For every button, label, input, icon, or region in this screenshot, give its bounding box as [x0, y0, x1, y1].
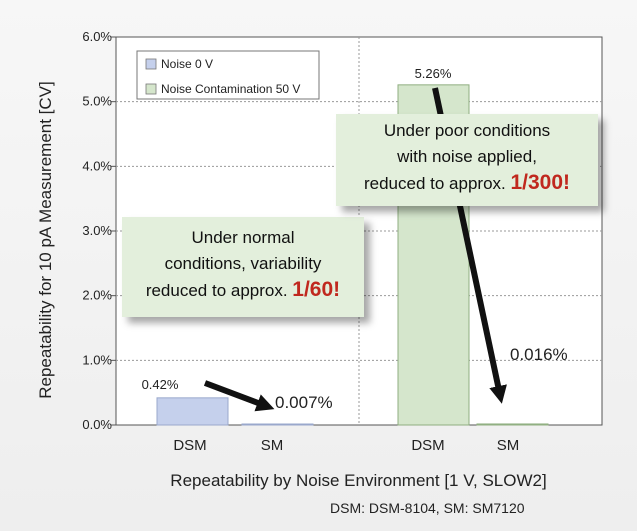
bar-dsm	[156, 397, 229, 426]
bar-value-label: 0.007%	[275, 393, 333, 412]
callout-poor-conditions: Under poor conditions with noise applied…	[336, 114, 598, 206]
x-category-label: SM	[261, 437, 284, 454]
y-tick-label: 1.0%	[82, 352, 112, 367]
legend-swatch	[145, 58, 157, 70]
callout-line: reduced to approx. 1/60!	[122, 277, 364, 304]
legend-entry: Noise 0 V	[161, 57, 213, 71]
bar-sm	[241, 423, 314, 426]
y-axis-title: Repeatability for 10 pA Measurement [CV]	[36, 81, 55, 399]
y-tick-label: 5.0%	[82, 94, 112, 109]
x-category-label: SM	[497, 437, 520, 454]
callout-line: reduced to approx. 1/300!	[336, 170, 598, 197]
callout-text: reduced to approx.	[363, 174, 511, 193]
x-axis-title: Repeatability by Noise Environment [1 V,…	[170, 471, 547, 490]
arrow-normal	[203, 380, 275, 412]
callout-line: Under poor conditions	[383, 121, 551, 140]
x-category-labels: DSM SM DSM SM	[173, 437, 519, 454]
bar-value-label: 5.26%	[415, 66, 452, 81]
legend-swatch	[145, 83, 157, 95]
bar-value-label: 0.42%	[142, 377, 179, 392]
y-tick-label: 4.0%	[82, 158, 112, 173]
bar-value-label: 0.016%	[510, 345, 568, 364]
footnote: DSM: DSM-8104, SM: SM7120	[330, 500, 525, 516]
legend-entry: Noise Contamination 50 V	[161, 82, 300, 96]
callout-line: conditions, variability	[164, 254, 322, 273]
callout-line: Under normal	[191, 228, 295, 247]
x-category-label: DSM	[173, 437, 206, 454]
callout-line: with noise applied,	[397, 147, 537, 166]
y-tick-label: 0.0%	[82, 417, 112, 432]
bar-sm	[476, 423, 549, 426]
y-tick-label: 6.0%	[82, 29, 112, 44]
y-axis-ticks: 0.0% 1.0% 2.0% 3.0% 4.0% 5.0% 6.0%	[82, 29, 116, 432]
callout-normal-conditions: Under normal conditions, variability red…	[122, 217, 364, 317]
legend: Noise 0 V Noise Contamination 50 V	[136, 50, 320, 100]
bar-value-labels: 0.42% 0.007% 5.26% 0.016%	[142, 66, 568, 412]
callout-highlight: 1/300!	[510, 171, 571, 194]
y-tick-label: 2.0%	[82, 288, 112, 303]
y-tick-label: 3.0%	[82, 223, 112, 238]
x-category-label: DSM	[411, 437, 444, 454]
legend-box	[136, 50, 320, 100]
callout-highlight: 1/60!	[292, 278, 341, 301]
callout-text: reduced to approx.	[145, 281, 293, 300]
